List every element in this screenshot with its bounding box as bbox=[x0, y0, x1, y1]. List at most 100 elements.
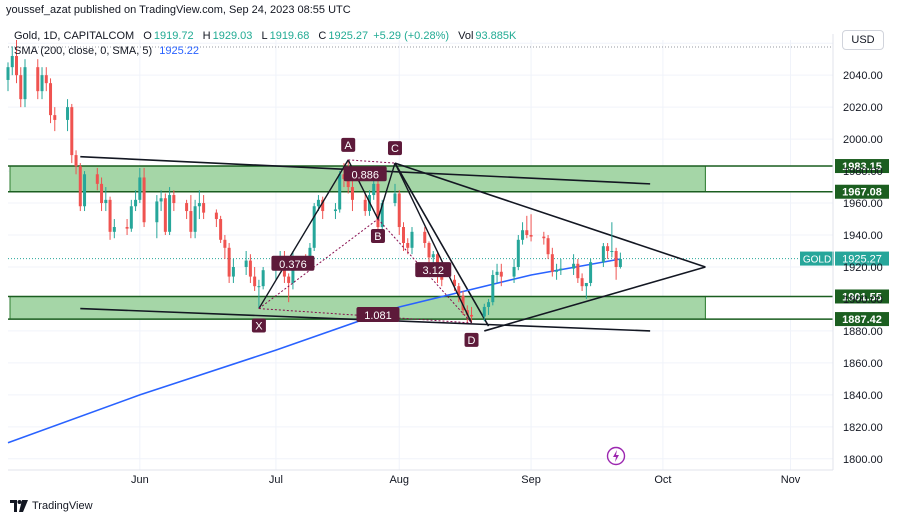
ratio-badge bbox=[343, 166, 387, 182]
candle-body bbox=[525, 230, 529, 236]
ratio-badge bbox=[356, 306, 400, 322]
candle-body bbox=[36, 67, 40, 92]
currency-button[interactable]: USD bbox=[842, 30, 884, 50]
candle-body bbox=[227, 247, 231, 277]
candle-body bbox=[66, 107, 70, 120]
candle-body bbox=[40, 75, 44, 92]
trendline bbox=[394, 162, 490, 327]
ratio-label: 1.081 bbox=[364, 310, 392, 322]
candle-body bbox=[49, 83, 53, 116]
close-value: 1925.27 bbox=[328, 30, 369, 42]
candle-body bbox=[431, 254, 435, 258]
y-tick-label: 2040.00 bbox=[843, 70, 883, 82]
candle-body bbox=[457, 286, 461, 296]
symbol-tag bbox=[800, 251, 834, 266]
y-tick-label: 1940.00 bbox=[843, 230, 883, 242]
lightning-icon[interactable] bbox=[606, 446, 626, 471]
candle-body bbox=[516, 239, 520, 267]
candle-body bbox=[589, 262, 593, 283]
trendline bbox=[394, 162, 706, 268]
high-value: 1929.03 bbox=[212, 30, 253, 42]
candle-body bbox=[112, 227, 116, 232]
price-line-tag bbox=[835, 312, 889, 327]
candle-body bbox=[168, 195, 172, 232]
candle-body bbox=[606, 246, 610, 252]
zone-extension bbox=[704, 295, 834, 320]
open-value: 1919.72 bbox=[153, 30, 194, 42]
candle-body bbox=[584, 282, 588, 287]
volume-key: Vol bbox=[458, 30, 474, 42]
candle-body bbox=[287, 276, 291, 283]
candle-body bbox=[15, 55, 19, 76]
sma-line bbox=[7, 258, 621, 444]
candle-body bbox=[291, 258, 295, 283]
sma-label: SMA (200, close, 0, SMA, 5) bbox=[14, 45, 153, 57]
candle-body bbox=[312, 206, 316, 248]
candle-body bbox=[495, 271, 499, 275]
pattern-point-label: X bbox=[255, 321, 263, 333]
candle-body bbox=[185, 203, 189, 212]
pattern-point-label: C bbox=[391, 143, 399, 155]
candle-body bbox=[104, 199, 108, 204]
candle-body bbox=[6, 67, 10, 80]
y-tick-label: 1860.00 bbox=[843, 358, 883, 370]
candle-body bbox=[580, 278, 584, 287]
pattern-point-badge bbox=[464, 332, 479, 347]
candle-body bbox=[333, 209, 337, 212]
candle-body bbox=[376, 183, 380, 228]
pattern-ratio-line bbox=[258, 308, 472, 324]
sma-value: 1925.22 bbox=[159, 45, 199, 57]
ratio-label: 0.376 bbox=[279, 259, 307, 271]
candle-body bbox=[78, 166, 82, 207]
change-value: +5.29 (+0.28%) bbox=[373, 30, 450, 42]
candle-body bbox=[372, 183, 376, 196]
symbol-tag-label: GOLD bbox=[803, 255, 831, 266]
candle-body bbox=[214, 212, 218, 220]
pattern-point-badge bbox=[341, 137, 356, 152]
candle-body bbox=[74, 155, 78, 167]
candle-body bbox=[380, 203, 384, 228]
y-tick-label: 1840.00 bbox=[843, 390, 883, 402]
candle-body bbox=[427, 243, 431, 258]
candle-body bbox=[19, 75, 23, 100]
candle-body bbox=[163, 198, 167, 232]
candle-body bbox=[491, 274, 495, 303]
price-line-tag bbox=[835, 289, 889, 304]
sma-legend: SMA (200, close, 0, SMA, 5) 1925.22 bbox=[14, 45, 199, 57]
candle-body bbox=[529, 235, 533, 237]
candle-body bbox=[470, 314, 474, 317]
candle-body bbox=[223, 239, 227, 248]
candle-body bbox=[257, 286, 261, 288]
candle-body bbox=[363, 199, 367, 212]
candle-body bbox=[10, 55, 14, 68]
ratio-badge bbox=[271, 255, 315, 271]
candle-body bbox=[576, 263, 580, 279]
y-tick-label: 1980.00 bbox=[843, 166, 883, 178]
volume-value: 93.885K bbox=[475, 30, 517, 42]
pattern-point-badge bbox=[387, 141, 402, 156]
candle-body bbox=[202, 203, 206, 213]
pattern-leg bbox=[394, 162, 473, 324]
y-tick-label: 2000.00 bbox=[843, 134, 883, 146]
candle-body bbox=[512, 266, 516, 277]
x-tick-label: Jun bbox=[131, 474, 149, 486]
candle-body bbox=[108, 199, 112, 232]
candle-body bbox=[193, 206, 197, 232]
candle-body bbox=[614, 251, 618, 267]
candle-body bbox=[572, 263, 576, 269]
candle-body bbox=[461, 295, 465, 311]
candle-body bbox=[138, 177, 142, 200]
candle-body bbox=[83, 174, 87, 207]
trendline bbox=[484, 266, 706, 332]
candle-body bbox=[172, 195, 176, 204]
candle-body bbox=[555, 270, 559, 272]
tradingview-logo[interactable]: TradingView bbox=[10, 500, 93, 512]
x-tick-label: Aug bbox=[389, 474, 409, 486]
close-key: C bbox=[318, 30, 327, 42]
candle-body bbox=[542, 236, 546, 239]
candle-body bbox=[453, 279, 457, 287]
candle-body bbox=[134, 199, 138, 207]
candle-body bbox=[406, 243, 410, 248]
x-tick-label: Jul bbox=[269, 474, 283, 486]
